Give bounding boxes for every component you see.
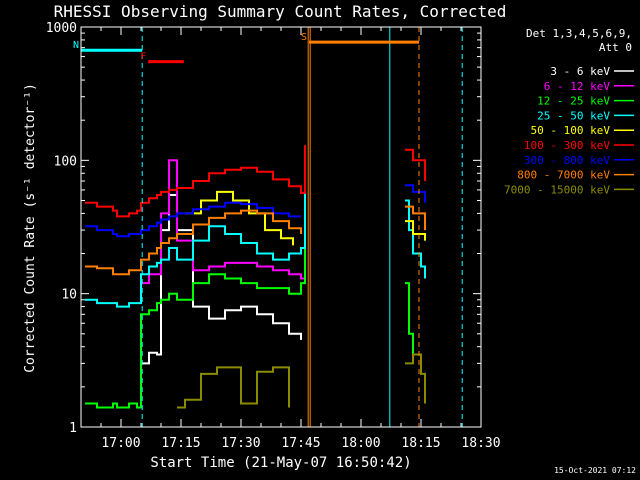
legend-label-2: 12 - 25 keV <box>537 95 610 108</box>
y-tick-label-3: 1 <box>69 421 77 436</box>
y-axis-label: Corrected Count Rate (s⁻¹ detector⁻¹) <box>23 83 38 373</box>
plot-area: N F S 17:00 17:15 17:30 17:45 18:00 18:15 18:30 10… <box>46 21 501 451</box>
legend: Det 1,3,4,5,6,9, Att 0 3 - 6 keV 6 - 12 k… <box>504 27 634 196</box>
legend-label-6: 300 - 800 keV <box>524 154 610 167</box>
series-line-4 <box>185 190 426 246</box>
segment-label-F: F <box>140 52 146 63</box>
legend-label-5: 100 - 300 keV <box>524 139 610 152</box>
legend-label-0: 3 - 6 keV <box>550 65 610 78</box>
series-line-1 <box>141 154 306 285</box>
legend-label-1: 6 - 12 keV <box>544 80 611 93</box>
series-line-3 <box>85 189 426 308</box>
legend-label-8: 7000 - 15000 keV <box>504 183 610 196</box>
legend-header-line-2: Att 0 <box>599 41 632 54</box>
x-tick-label-6: 18:30 <box>461 436 500 451</box>
footer-date: 15-Oct-2021 07:12 <box>554 466 636 475</box>
x-tick-label-1: 17:15 <box>161 436 200 451</box>
legend-label-7: 800 - 7000 keV <box>517 169 610 182</box>
series-line-0 <box>141 194 302 365</box>
y-tick-label-2: 10 <box>61 288 77 303</box>
x-tick-label-3: 17:45 <box>281 436 320 451</box>
x-tick-label-2: 17:30 <box>221 436 260 451</box>
x-tick-label-0: 17:00 <box>101 436 140 451</box>
y-tick-label-0: 1000 <box>46 21 77 36</box>
series-line-7 <box>85 205 426 276</box>
chart-title: RHESSI Observing Summary Count Rates, Co… <box>54 2 507 21</box>
x-tick-label-4: 18:00 <box>341 436 380 451</box>
x-tick-label-5: 18:15 <box>401 436 440 451</box>
legend-header-line-1: Det 1,3,4,5,6,9, <box>526 27 632 40</box>
series-line-5 <box>85 145 426 218</box>
segment-label-N: N <box>73 40 79 51</box>
legend-label-4: 50 - 100 keV <box>531 124 611 137</box>
segment-label-S: S <box>301 32 307 43</box>
series-line-8 <box>177 353 426 409</box>
y-tick-label-1: 100 <box>54 154 77 169</box>
series-line-6 <box>85 184 426 238</box>
series-line-2 <box>85 173 414 409</box>
legend-label-3: 25 - 50 keV <box>537 109 610 122</box>
x-axis-label: Start Time (21-May-07 16:50:42) <box>150 455 411 471</box>
